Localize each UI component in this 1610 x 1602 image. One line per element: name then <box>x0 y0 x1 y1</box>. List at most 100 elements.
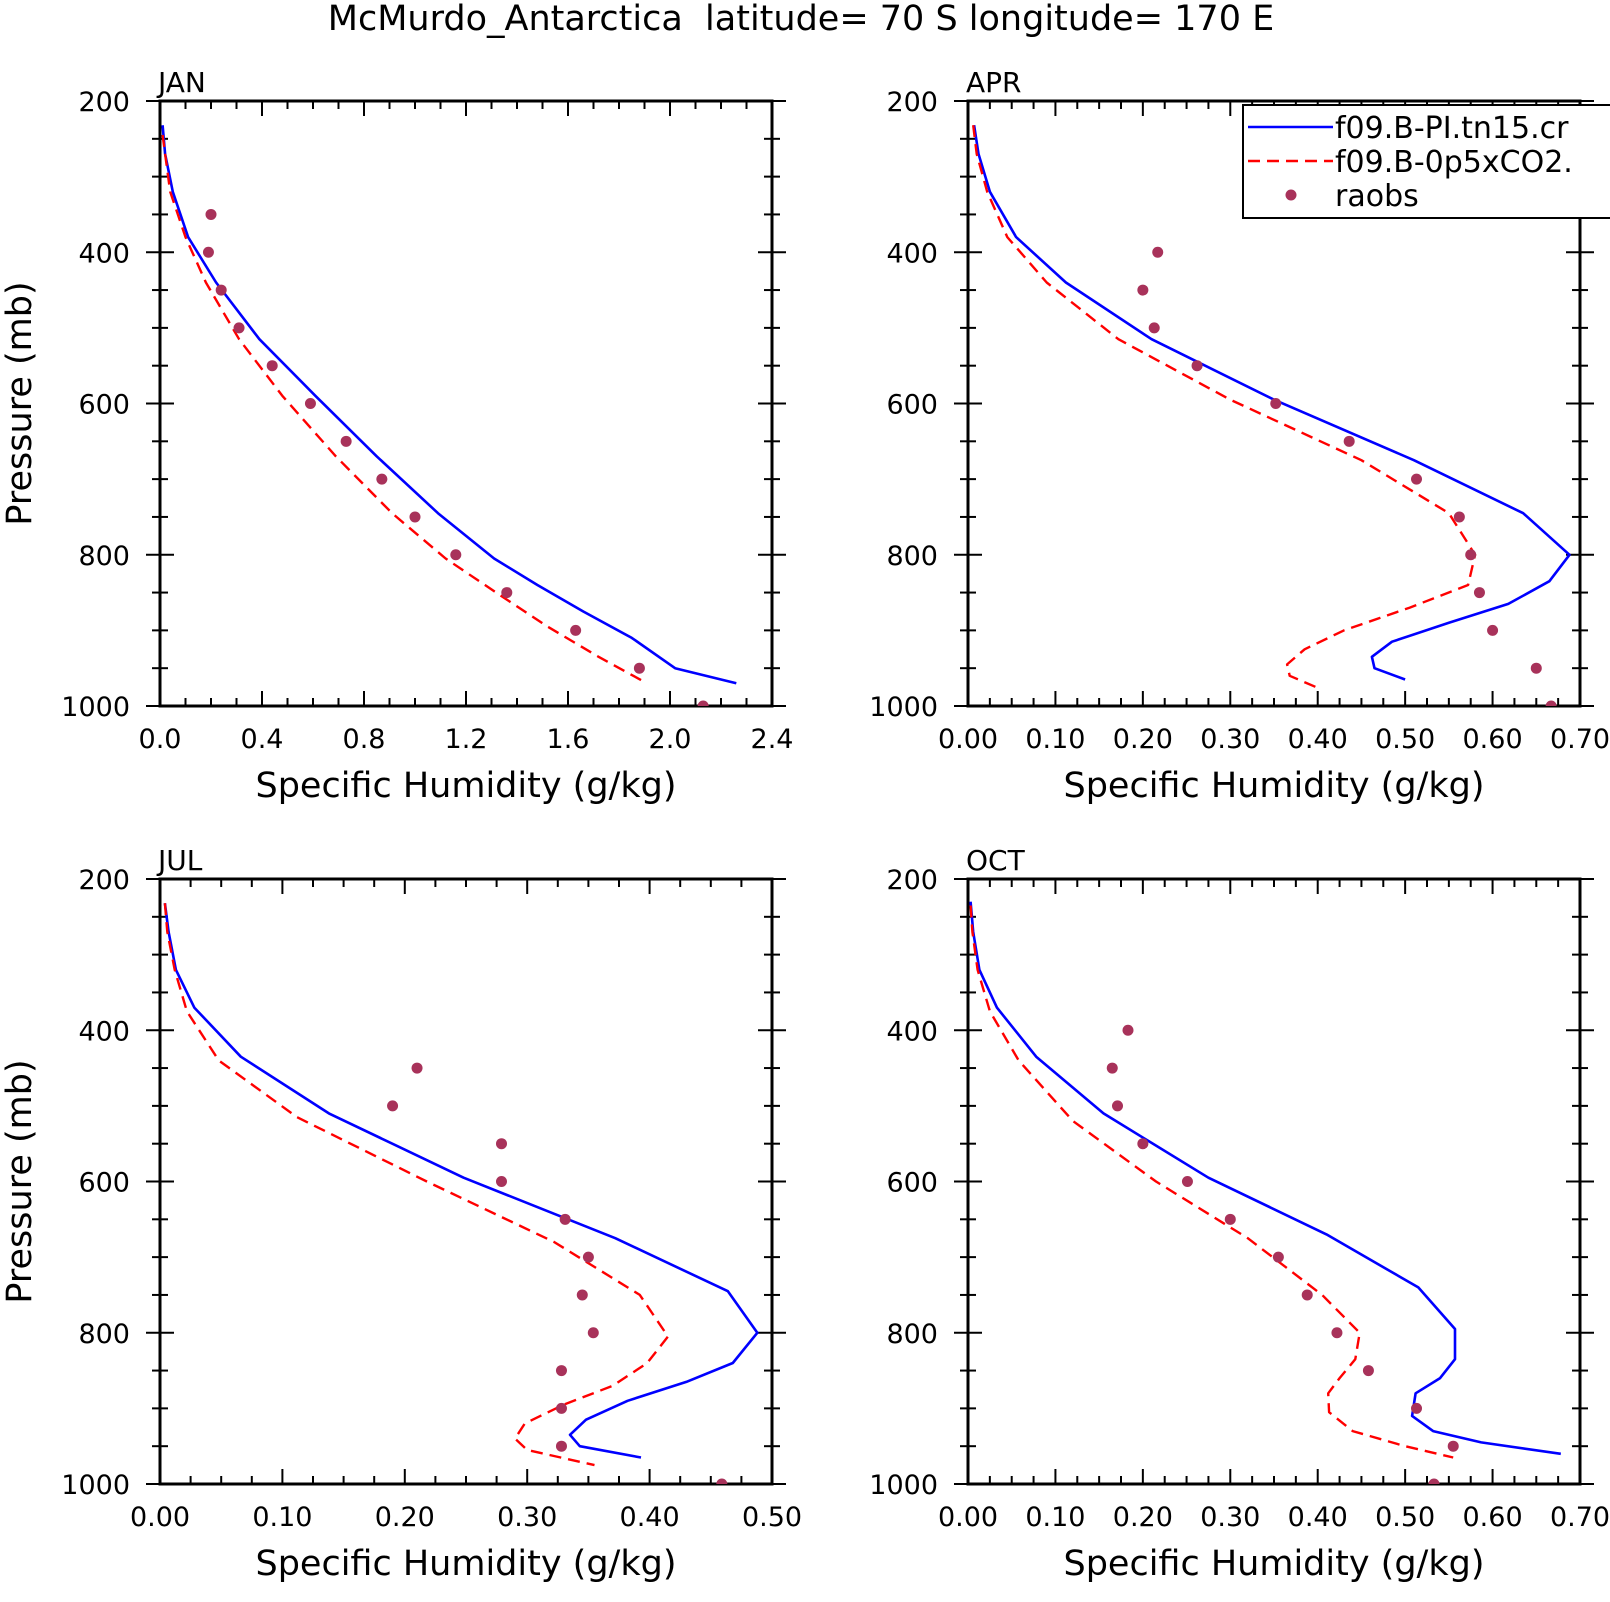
x-tick-label: 0.00 <box>938 724 998 755</box>
x-tick-label: 0.50 <box>742 1502 802 1533</box>
raobs-point <box>1137 1138 1149 1150</box>
y-tick-label: 400 <box>78 238 130 269</box>
raobs-point <box>555 1365 567 1377</box>
x-axis-label: Specific Humidity (g/kg) <box>1064 1544 1485 1584</box>
raobs-point <box>1362 1365 1374 1377</box>
y-tick-label: 200 <box>78 87 130 118</box>
x-tick-label: 0.30 <box>1200 724 1260 755</box>
x-tick-label: 0.10 <box>1025 724 1085 755</box>
raobs-point <box>1148 322 1160 334</box>
x-tick-label: 0.20 <box>375 1502 435 1533</box>
x-tick-label: 0.50 <box>1375 724 1435 755</box>
x-tick-label: 0.70 <box>1550 1502 1610 1533</box>
x-tick-label: 0.70 <box>1550 724 1610 755</box>
x-tick-label: 0.40 <box>1288 724 1348 755</box>
y-tick-label: 1000 <box>61 1470 130 1501</box>
series-line-solid <box>163 903 759 1459</box>
raobs-point <box>304 398 316 409</box>
raobs-point <box>202 246 214 258</box>
y-tick-label: 800 <box>886 541 938 572</box>
raobs-point <box>1428 1478 1440 1484</box>
series-line-dashed <box>969 905 1454 1459</box>
raobs-point <box>501 587 513 599</box>
raobs-point <box>1137 284 1149 296</box>
x-axis-label: Specific Humidity (g/kg) <box>256 766 677 806</box>
raobs-point <box>495 1176 507 1187</box>
series-line-solid <box>969 901 1561 1456</box>
y-tick-label: 600 <box>886 390 938 421</box>
raobs-point <box>411 1062 423 1074</box>
raobs-point <box>1181 1176 1193 1187</box>
x-tick-label: 0.20 <box>1113 1502 1173 1533</box>
y-tick-label: 400 <box>78 1016 130 1047</box>
data-layer <box>972 125 1571 706</box>
raobs-point <box>1301 1289 1313 1301</box>
raobs-point <box>1530 662 1542 674</box>
figure-title: McMurdo_Antarctica latitude= 70 S longit… <box>328 0 1274 39</box>
y-tick-label: 400 <box>886 238 938 269</box>
panel-label: JUL <box>156 844 203 877</box>
raobs-point <box>495 1138 507 1150</box>
x-tick-label: 1.6 <box>547 724 590 755</box>
x-tick-label: 2.4 <box>751 724 794 755</box>
raobs-point <box>1106 1062 1118 1074</box>
data-layer <box>969 901 1561 1484</box>
x-tick-label: 0.10 <box>1025 1502 1085 1533</box>
panel-label: JAN <box>156 66 206 99</box>
panel-label: APR <box>966 66 1022 99</box>
legend-label: raobs <box>1335 179 1419 214</box>
y-tick-label: 1000 <box>869 692 938 723</box>
x-tick-label: 0.60 <box>1463 724 1523 755</box>
raobs-point <box>266 360 278 372</box>
raobs-point <box>1122 1024 1134 1036</box>
legend-label: f09.B-PI.tn15.cr <box>1335 111 1569 146</box>
y-axis-label: Pressure (mb) <box>0 281 40 525</box>
raobs-point <box>1545 700 1557 706</box>
series-line-solid <box>161 125 737 685</box>
raobs-point <box>576 1289 588 1301</box>
raobs-point <box>340 435 352 447</box>
raobs-point <box>1270 398 1282 409</box>
x-axis-label: Specific Humidity (g/kg) <box>1064 766 1485 806</box>
y-axis-label: Pressure (mb) <box>0 1059 40 1303</box>
y-tick-label: 800 <box>78 1319 130 1350</box>
raobs-point <box>1343 435 1355 447</box>
raobs-point <box>559 1213 571 1225</box>
raobs-point <box>376 473 388 485</box>
raobs-point <box>633 662 645 674</box>
series-line-dashed <box>163 903 670 1467</box>
panel-jan: JAN 0.0 0.4 0.8 1.2 1.6 2.0 2.4 200 400 600 800 1000… <box>0 66 793 806</box>
raobs-point <box>215 284 227 296</box>
legend-box <box>1242 104 1610 219</box>
raobs-point <box>1191 360 1203 372</box>
plot-frame <box>966 877 1582 1486</box>
y-tick-label: 400 <box>886 1016 938 1047</box>
plot-frame <box>158 877 774 1486</box>
raobs-point <box>409 511 421 523</box>
raobs-point <box>1487 624 1499 636</box>
raobs-point <box>205 208 217 220</box>
raobs-point <box>1411 473 1423 485</box>
raobs-point <box>1453 511 1465 523</box>
raobs-point <box>450 549 462 561</box>
raobs-point <box>716 1478 728 1484</box>
data-layer <box>163 903 759 1484</box>
raobs-point <box>1112 1100 1124 1112</box>
x-axis-label: Specific Humidity (g/kg) <box>256 1544 677 1584</box>
x-tick-label: 0.50 <box>1375 1502 1435 1533</box>
y-tick-label: 1000 <box>869 1470 938 1501</box>
y-tick-label: 600 <box>78 1168 130 1199</box>
x-tick-label: 0.00 <box>938 1502 998 1533</box>
raobs-point <box>1473 587 1485 599</box>
y-tick-label: 200 <box>78 865 130 896</box>
raobs-point <box>1272 1251 1284 1263</box>
raobs-point <box>1152 246 1164 258</box>
series-line-dashed <box>161 134 648 685</box>
y-tick-label: 800 <box>886 1319 938 1350</box>
x-tick-label: 0.0 <box>139 724 182 755</box>
x-tick-label: 0.60 <box>1463 1502 1523 1533</box>
raobs-point <box>697 700 709 706</box>
data-layer <box>161 125 737 706</box>
legend-marker <box>1285 189 1297 201</box>
